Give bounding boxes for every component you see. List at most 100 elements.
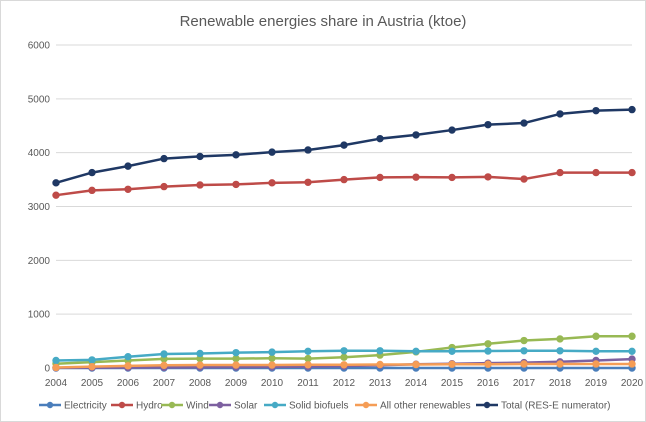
data-point xyxy=(484,120,492,129)
data-point xyxy=(268,148,276,156)
data-point xyxy=(628,360,636,368)
data-point xyxy=(592,347,600,356)
data-point xyxy=(376,347,384,355)
data-point xyxy=(448,360,456,368)
data-point xyxy=(448,173,456,182)
data-point xyxy=(52,191,60,199)
legend: Electricity Hydro Wind Solar Solid biofuels A… xyxy=(39,401,610,412)
x-tick-label: 2006 xyxy=(117,378,140,389)
legend-swatch-marker xyxy=(46,401,54,409)
data-point xyxy=(52,179,60,187)
x-axis-ticks: 2004 2005 2006 2007 2008 2009 2010 2011 2012 2013… xyxy=(45,378,644,389)
data-point xyxy=(556,110,564,118)
legend-swatch-marker xyxy=(216,401,224,409)
data-point xyxy=(592,106,600,115)
y-tick-label: 2000 xyxy=(28,256,51,267)
data-point xyxy=(628,347,636,356)
x-tick-label: 2005 xyxy=(81,378,104,389)
x-tick-label: 2016 xyxy=(477,378,500,389)
data-point xyxy=(52,363,60,372)
y-tick-label: 4000 xyxy=(28,148,51,159)
x-tick-label: 2018 xyxy=(549,378,572,389)
data-point xyxy=(124,162,132,170)
y-tick-label: 6000 xyxy=(28,41,51,52)
data-point xyxy=(628,332,636,340)
legend-item: Electricity xyxy=(39,401,107,412)
data-point xyxy=(556,360,564,368)
data-point xyxy=(124,362,132,370)
y-tick-label: 1000 xyxy=(28,310,51,321)
data-point xyxy=(592,332,600,340)
data-point xyxy=(592,168,600,177)
legend-item: Hydro xyxy=(111,401,163,412)
data-point xyxy=(484,340,492,348)
data-point xyxy=(340,353,348,361)
chart-title: Renewable energies share in Austria (kto… xyxy=(180,13,467,30)
data-point xyxy=(340,347,348,355)
data-point xyxy=(412,347,420,356)
x-tick-label: 2004 xyxy=(45,378,68,389)
data-point xyxy=(556,335,564,343)
data-point xyxy=(520,347,528,355)
data-point xyxy=(124,352,132,361)
x-tick-label: 2010 xyxy=(261,378,284,389)
legend-swatch-marker xyxy=(168,401,176,409)
legend-swatch-marker xyxy=(271,401,279,409)
data-point xyxy=(448,347,456,356)
data-point xyxy=(160,361,168,370)
legend-swatch-marker xyxy=(118,401,126,409)
data-point xyxy=(484,360,492,368)
legend-swatch-marker xyxy=(362,401,370,409)
legend-label: Solar xyxy=(234,401,258,412)
data-point xyxy=(484,173,492,181)
series-group xyxy=(52,105,636,372)
legend-item: Solid biofuels xyxy=(264,401,348,412)
legend-label: Wind xyxy=(186,401,209,412)
legend-label: Solid biofuels xyxy=(289,401,348,412)
gridlines xyxy=(56,44,632,369)
data-point xyxy=(340,175,348,184)
legend-item: Solar xyxy=(209,401,258,412)
data-point xyxy=(160,350,168,358)
data-point xyxy=(304,347,312,356)
x-tick-label: 2012 xyxy=(333,378,356,389)
data-point xyxy=(268,354,276,363)
legend-item: Total (RES-E numerator) xyxy=(476,401,610,412)
legend-label: Hydro xyxy=(136,401,163,412)
x-tick-label: 2017 xyxy=(513,378,536,389)
legend-swatch-marker xyxy=(483,401,491,409)
data-point xyxy=(340,141,348,149)
data-point xyxy=(268,348,276,356)
data-point xyxy=(124,185,132,193)
data-point xyxy=(520,175,528,183)
series-total-res-e-numerator xyxy=(52,105,636,187)
data-point xyxy=(232,151,240,159)
data-point xyxy=(628,105,636,114)
series-hydro xyxy=(52,168,636,199)
data-point xyxy=(88,356,96,364)
x-tick-label: 2015 xyxy=(441,378,464,389)
y-axis-ticks: 0 1000 2000 3000 4000 5000 6000 xyxy=(28,41,51,375)
data-point xyxy=(556,347,564,355)
legend-label: Total (RES-E numerator) xyxy=(501,401,610,412)
data-point xyxy=(304,354,312,363)
x-tick-label: 2007 xyxy=(153,378,176,389)
data-point xyxy=(196,349,204,358)
data-point xyxy=(520,360,528,368)
data-point xyxy=(412,360,420,369)
x-tick-label: 2019 xyxy=(585,378,608,389)
y-tick-label: 3000 xyxy=(28,202,51,213)
legend-item: All other renewables xyxy=(355,401,471,412)
data-point xyxy=(520,336,528,345)
data-point xyxy=(412,173,420,181)
series-all-other-renewables xyxy=(52,360,636,372)
data-point xyxy=(628,168,636,177)
x-tick-label: 2014 xyxy=(405,378,428,389)
legend-label: Electricity xyxy=(64,401,107,412)
data-point xyxy=(304,361,312,369)
series-solid-biofuels xyxy=(52,347,636,365)
data-point xyxy=(520,119,528,127)
data-point xyxy=(160,154,168,163)
